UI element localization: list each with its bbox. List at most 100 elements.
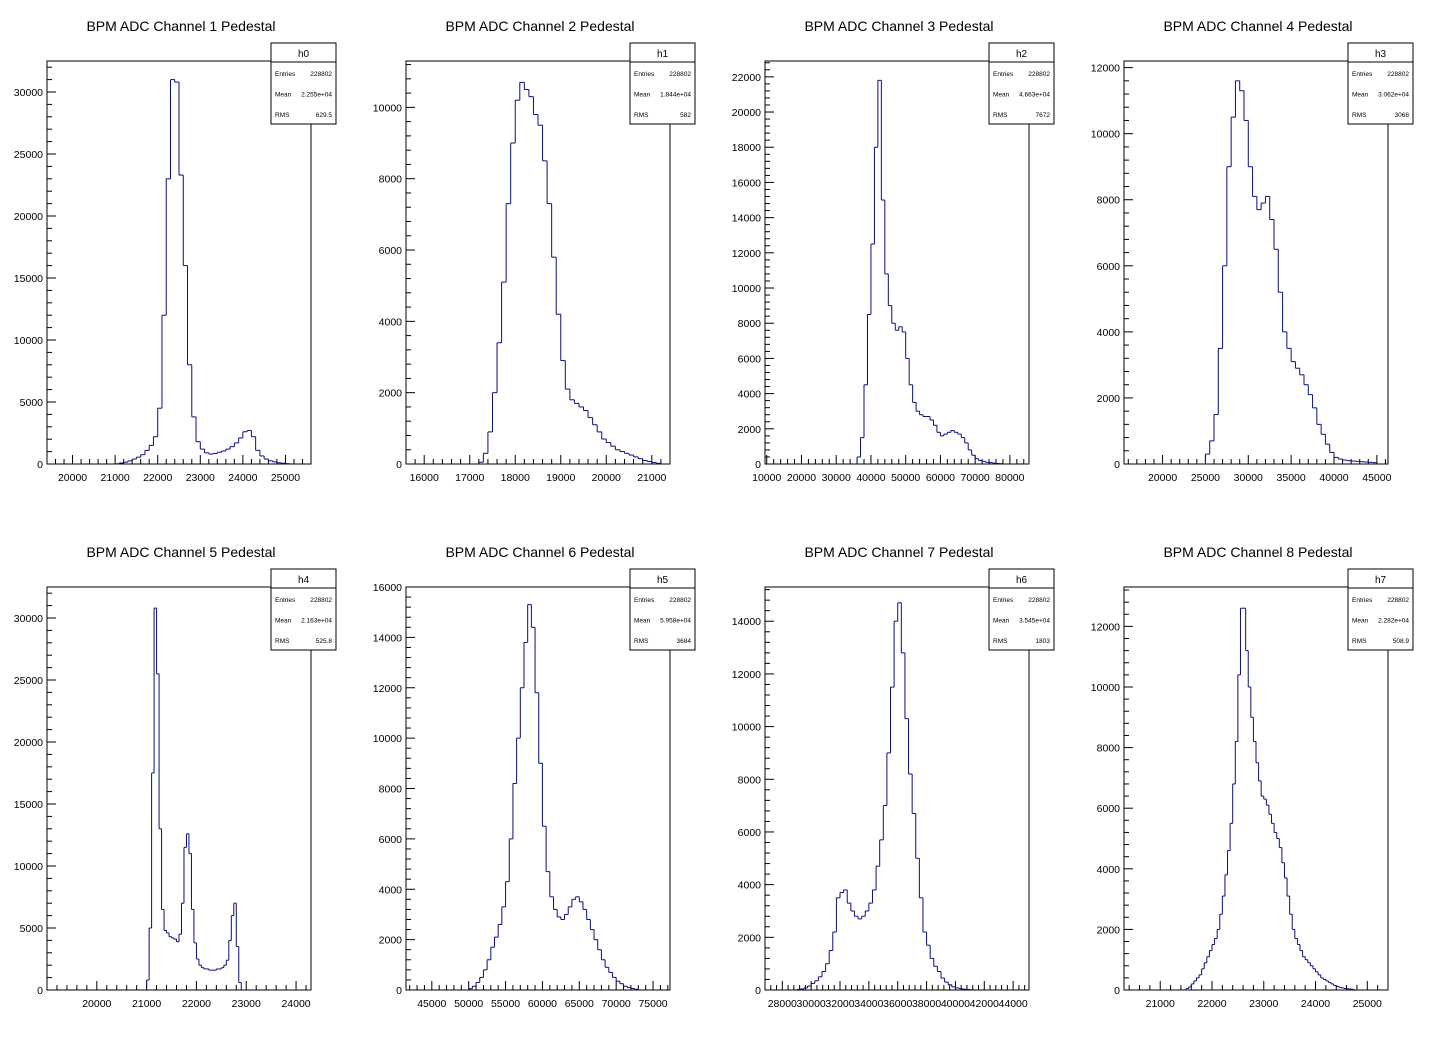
plot-frame bbox=[405, 60, 671, 465]
y-tick-label: 2000 bbox=[379, 388, 403, 400]
y-tick-label: 8000 bbox=[738, 318, 762, 330]
y-tick-label: 0 bbox=[1114, 985, 1120, 997]
x-tick-label: 35000 bbox=[1277, 472, 1306, 484]
y-tick-label: 4000 bbox=[1097, 327, 1121, 339]
x-tick-label: 22000 bbox=[182, 998, 211, 1010]
x-tick-label: 23000 bbox=[1249, 998, 1278, 1010]
stats-box-frame bbox=[988, 42, 1055, 125]
x-tick-label: 21000 bbox=[637, 472, 666, 484]
x-tick-label: 60000 bbox=[926, 472, 955, 484]
stats-label: Mean bbox=[634, 618, 651, 625]
histogram-bins bbox=[114, 79, 291, 465]
y-tick-label: 6000 bbox=[738, 353, 762, 365]
x-tick-label: 40000 bbox=[1319, 472, 1348, 484]
stats-label: RMS bbox=[275, 112, 290, 119]
stats-box: h3 Entries 228802 Mean 3.062e+04 RMS 3068 bbox=[1347, 42, 1414, 125]
histogram-bins bbox=[146, 607, 242, 990]
stats-box: h0 Entries 228802 Mean 2.255e+04 RMS 629.5 bbox=[270, 42, 337, 125]
stats-box-frame bbox=[270, 42, 337, 125]
x-tick-label: 17000 bbox=[455, 472, 484, 484]
stats-value: 7672 bbox=[1036, 112, 1051, 119]
stats-label: Entries bbox=[993, 71, 1014, 78]
histogram-panel-h4: BPM ADC Channel 5 Pedestal 20000 21000 2200… bbox=[14, 544, 337, 1010]
plot-frame bbox=[764, 60, 1030, 465]
stats-box: h5 Entries 228802 Mean 5.958e+04 RMS 3684 bbox=[629, 568, 696, 651]
plot-frame bbox=[46, 586, 312, 991]
histogram-panel-h5: BPM ADC Channel 6 Pedestal 45000 50000 5500… bbox=[373, 544, 696, 1010]
x-tick-label: 22000 bbox=[1197, 998, 1226, 1010]
x-tick-label: 60000 bbox=[528, 998, 557, 1010]
histogram-bins bbox=[468, 604, 639, 990]
stats-label: Entries bbox=[275, 597, 296, 604]
histogram-panel-h7: BPM ADC Channel 8 Pedestal 21000 22000 2300… bbox=[1091, 544, 1414, 1010]
x-tick-label: 75000 bbox=[638, 998, 667, 1010]
x-tick-label: 30000 bbox=[797, 998, 826, 1010]
x-tick-label: 45000 bbox=[417, 998, 446, 1010]
y-tick-label: 15000 bbox=[14, 273, 43, 285]
x-tick-label: 20000 bbox=[1148, 472, 1177, 484]
stats-box: h6 Entries 228802 Mean 3.545e+04 RMS 1803 bbox=[988, 568, 1055, 651]
histogram-bins bbox=[1204, 80, 1378, 464]
y-tick-label: 6000 bbox=[379, 245, 403, 257]
stats-label: Entries bbox=[993, 597, 1014, 604]
y-tick-label: 12000 bbox=[1091, 63, 1120, 75]
y-tick-label: 0 bbox=[37, 985, 43, 997]
y-tick-label: 10000 bbox=[1091, 682, 1120, 694]
y-tick-label: 10000 bbox=[732, 283, 761, 295]
y-tick-label: 30000 bbox=[14, 613, 43, 625]
stats-label: RMS bbox=[634, 638, 649, 645]
plot-frame bbox=[46, 60, 312, 465]
x-tick-label: 20000 bbox=[58, 472, 87, 484]
x-tick-label: 40000 bbox=[941, 998, 970, 1010]
stats-value: 1.844e+04 bbox=[660, 92, 691, 99]
panel-title: BPM ADC Channel 8 Pedestal bbox=[1163, 544, 1352, 560]
stats-value: 2.255e+04 bbox=[301, 92, 332, 99]
panel-title: BPM ADC Channel 6 Pedestal bbox=[445, 544, 634, 560]
stats-box-frame bbox=[988, 568, 1055, 651]
x-tick-label: 10000 bbox=[752, 472, 781, 484]
y-tick-label: 6000 bbox=[738, 827, 762, 839]
stats-label: Mean bbox=[993, 92, 1010, 99]
panel-title: BPM ADC Channel 4 Pedestal bbox=[1163, 18, 1352, 34]
x-tick-label: 50000 bbox=[454, 998, 483, 1010]
x-tick-label: 70000 bbox=[602, 998, 631, 1010]
stats-label: Entries bbox=[634, 597, 655, 604]
stats-value: 228802 bbox=[669, 71, 691, 78]
stats-value: 3.545e+04 bbox=[1019, 618, 1050, 625]
histogram-bins bbox=[1185, 607, 1355, 990]
stats-value: 5.958e+04 bbox=[660, 618, 691, 625]
y-tick-label: 6000 bbox=[1097, 261, 1121, 273]
histogram-panel-h0: BPM ADC Channel 1 Pedestal 20000 21000 2200… bbox=[14, 18, 337, 484]
stats-value: 3684 bbox=[677, 638, 692, 645]
y-tick-label: 2000 bbox=[738, 424, 762, 436]
y-tick-label: 5000 bbox=[20, 397, 44, 409]
x-tick-label: 24000 bbox=[281, 998, 310, 1010]
stats-histogram-name: h0 bbox=[298, 49, 310, 60]
y-tick-label: 8000 bbox=[1097, 743, 1121, 755]
x-tick-label: 42000 bbox=[970, 998, 999, 1010]
stats-histogram-name: h7 bbox=[1375, 575, 1387, 586]
x-tick-label: 30000 bbox=[1234, 472, 1263, 484]
y-tick-label: 10000 bbox=[373, 102, 402, 114]
x-tick-label: 20000 bbox=[592, 472, 621, 484]
x-tick-label: 16000 bbox=[410, 472, 439, 484]
y-tick-label: 4000 bbox=[738, 880, 762, 892]
stats-histogram-name: h2 bbox=[1016, 49, 1028, 60]
stats-box-frame bbox=[629, 42, 696, 125]
panel-title: BPM ADC Channel 2 Pedestal bbox=[445, 18, 634, 34]
stats-value: 228802 bbox=[310, 71, 332, 78]
x-tick-label: 21000 bbox=[101, 472, 130, 484]
stats-label: Mean bbox=[993, 618, 1010, 625]
y-tick-label: 30000 bbox=[14, 87, 43, 99]
y-tick-label: 14000 bbox=[732, 616, 761, 628]
y-tick-label: 8000 bbox=[379, 174, 403, 186]
x-tick-label: 25000 bbox=[1353, 998, 1382, 1010]
y-tick-label: 2000 bbox=[379, 935, 403, 947]
y-tick-label: 10000 bbox=[1091, 129, 1120, 141]
panel-title: BPM ADC Channel 3 Pedestal bbox=[804, 18, 993, 34]
x-tick-label: 23000 bbox=[186, 472, 215, 484]
x-tick-label: 20000 bbox=[82, 998, 111, 1010]
y-tick-label: 0 bbox=[755, 985, 761, 997]
